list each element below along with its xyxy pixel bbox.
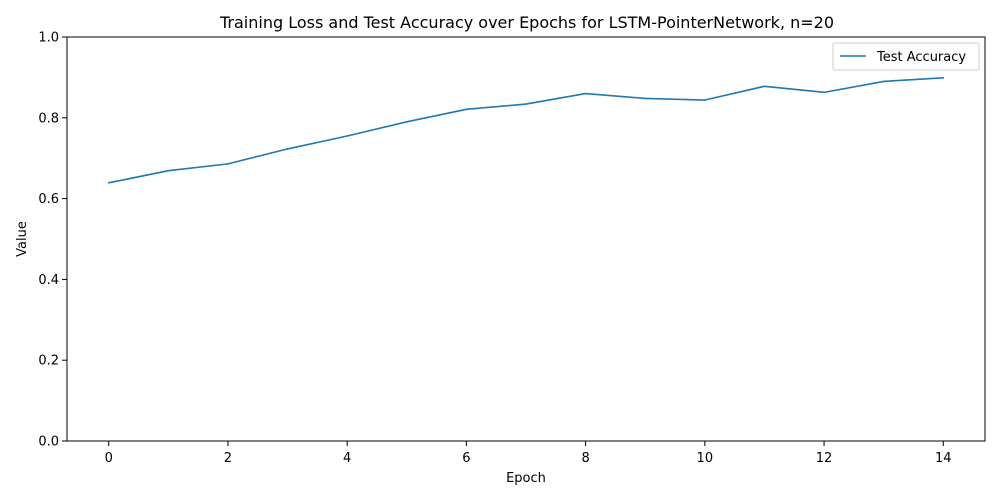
x-tick-label: 4 (343, 451, 351, 466)
data-point (405, 121, 408, 123)
data-point (704, 99, 706, 101)
legend: Test Accuracy (832, 42, 980, 71)
y-tick-label: 0.6 (38, 192, 59, 207)
x-tick-label: 14 (935, 451, 952, 466)
data-point (882, 80, 885, 83)
y-tick-label: 0.2 (38, 354, 59, 369)
x-tick-label: 12 (816, 451, 833, 466)
data-point (584, 92, 587, 95)
x-tick-label: 0 (105, 451, 113, 466)
legend-label: Test Accuracy (876, 50, 966, 65)
data-point (167, 169, 170, 172)
data-point (107, 182, 110, 184)
data-point (763, 85, 766, 88)
data-point (823, 91, 825, 94)
y-axis-title: Value (15, 221, 30, 257)
x-tick-label: 8 (581, 451, 589, 466)
data-point (465, 108, 468, 111)
plot-area-frame (66, 36, 986, 442)
y-tick-label: 1.0 (38, 31, 59, 46)
data-point (525, 103, 527, 105)
series-line-test-accuracy (108, 77, 944, 184)
y-tick-label: 0.8 (38, 111, 59, 126)
x-tick-label: 6 (462, 451, 470, 466)
data-point (346, 135, 348, 137)
y-tick-label: 0.0 (38, 435, 59, 450)
legend-frame (832, 42, 980, 71)
x-tick-label: 2 (224, 451, 232, 466)
data-point (644, 97, 647, 100)
data-point (286, 148, 289, 150)
chart-title: Training Loss and Test Accuracy over Epo… (219, 13, 834, 32)
data-point (942, 77, 945, 79)
x-axis-title: Epoch (506, 471, 546, 486)
x-tick-label: 10 (697, 451, 714, 466)
y-tick-label: 0.4 (38, 273, 59, 288)
data-point (227, 163, 229, 165)
